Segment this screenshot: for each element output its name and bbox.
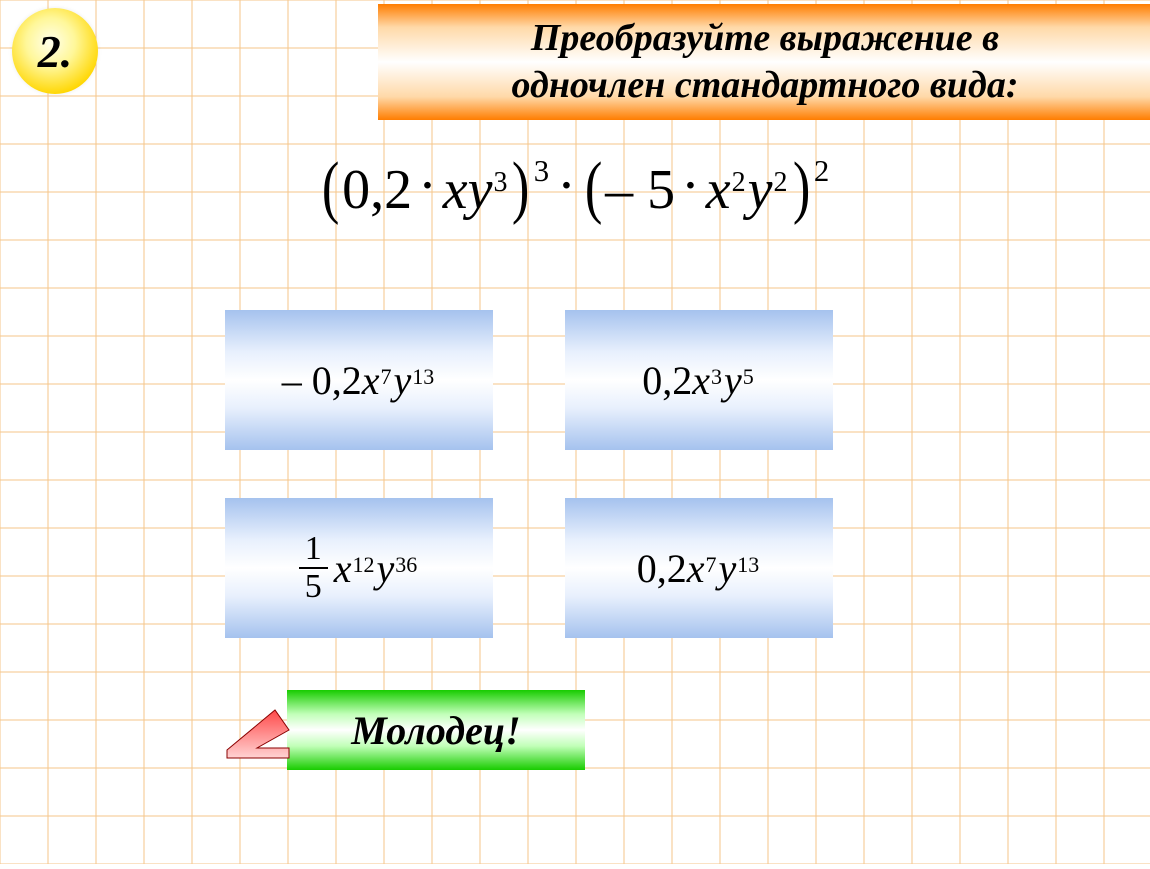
arrow-pointer-icon <box>225 700 295 760</box>
feedback-region: Молодец! <box>225 690 585 770</box>
answer-option-1[interactable]: – 0,2x7y13 <box>225 310 493 450</box>
answer-option-2[interactable]: 0,2x3y5 <box>565 310 833 450</box>
title-bar: Преобразуйте выражение в одночлен станда… <box>378 4 1150 120</box>
question-number-badge: 2. <box>12 8 98 94</box>
title-line-1: Преобразуйте выражение в <box>531 17 999 59</box>
answers-grid: – 0,2x7y13 0,2x3y5 15x12y36 0,2x7y13 <box>225 310 925 686</box>
main-expression: (0,2·xy3)3·(– 5·x2y2)2 <box>0 150 1150 230</box>
title-line-2: одночлен стандартного вида: <box>511 64 1018 106</box>
feedback-box: Молодец! <box>287 690 585 770</box>
answer-option-4[interactable]: 0,2x7y13 <box>565 498 833 638</box>
answer-option-3[interactable]: 15x12y36 <box>225 498 493 638</box>
feedback-text: Молодец! <box>351 707 520 754</box>
question-number-text: 2. <box>38 25 73 78</box>
title-text: Преобразуйте выражение в одночлен станда… <box>511 15 1018 110</box>
